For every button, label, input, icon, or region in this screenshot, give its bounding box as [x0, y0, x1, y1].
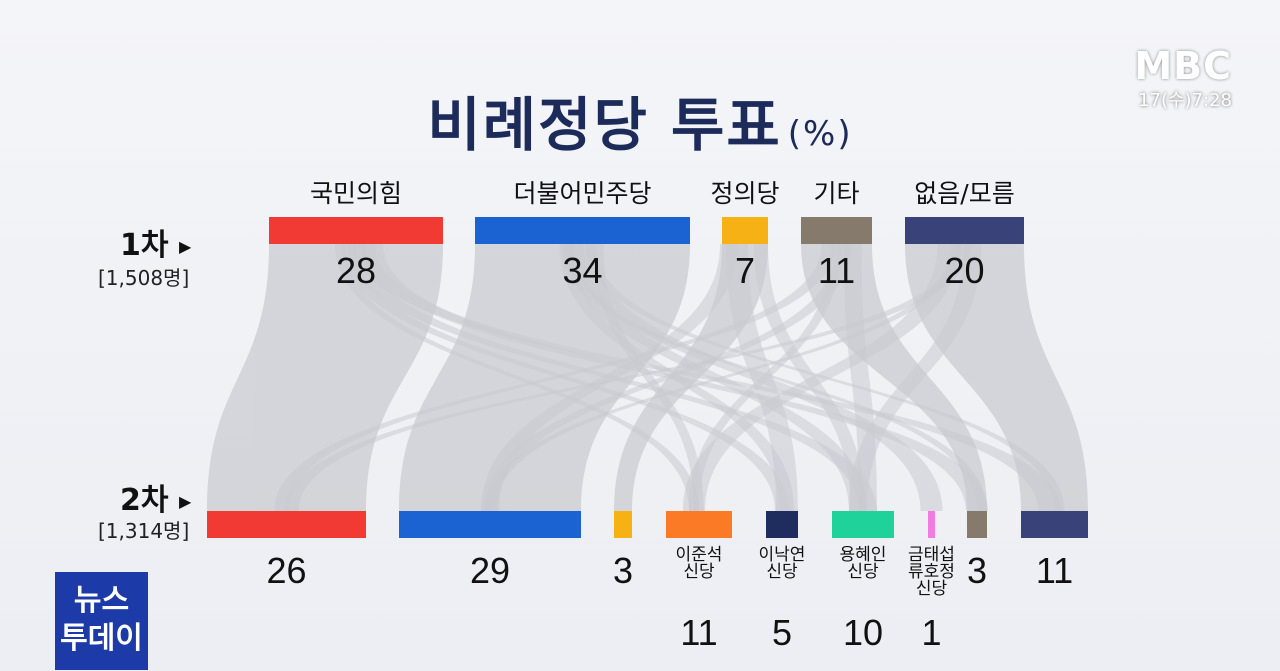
row-label-first-text: 1차: [120, 228, 169, 263]
node-second-5: [832, 511, 894, 538]
title-unit: (%): [787, 114, 853, 154]
node-second-value-4: 5: [772, 612, 792, 653]
node-second-value-6: 1: [921, 612, 941, 653]
node-second-value-1: 29: [470, 550, 510, 591]
node-first-value-2: 7: [735, 250, 755, 291]
flow-cross-7: [571, 244, 943, 511]
flow-main-2: [614, 244, 768, 511]
flow-cross-0: [335, 244, 699, 511]
node-first-2: [722, 217, 768, 244]
node-first-value-3: 11: [818, 250, 855, 291]
node-second-value-0: 26: [266, 550, 306, 591]
row-sample-second: [1,314명]: [98, 519, 190, 543]
node-second-8: [1021, 511, 1088, 538]
row-label-second: 2차 ▶: [120, 475, 191, 519]
node-second-label-3-0: 이준석: [676, 545, 723, 565]
node-first-0: [269, 217, 443, 244]
node-first-label-2: 정의당: [710, 179, 779, 208]
node-second-3: [666, 511, 732, 538]
node-second-1: [399, 511, 581, 538]
node-second-label-5-0: 용혜인: [840, 545, 887, 565]
node-second-7: [967, 511, 987, 538]
row-label-second-text: 2차: [120, 483, 169, 518]
node-second-value-5: 10: [843, 612, 883, 653]
node-first-label-3: 기타: [813, 179, 859, 208]
node-second-value-2: 3: [613, 550, 633, 591]
flow-main-0: [207, 244, 443, 511]
flow-cross-8: [585, 244, 1065, 511]
row-label-first: 1차 ▶: [120, 220, 191, 264]
flow-cross-11: [726, 244, 798, 511]
node-second-label-6-0: 금태섭: [908, 545, 955, 565]
broadcast-clock: 17(수)7:28: [1138, 90, 1232, 111]
play-arrow-icon: ▶: [178, 237, 192, 256]
flow-main-4: [905, 244, 1088, 511]
node-second-label-4-1: 신당: [766, 562, 798, 582]
flow-cross-9: [754, 244, 865, 511]
node-first-value-1: 34: [562, 250, 602, 291]
node-second-value-3: 11: [680, 612, 717, 653]
flow-cross-19: [361, 244, 988, 511]
node-second-2: [614, 511, 632, 538]
flow-cross-20: [561, 244, 987, 511]
flow-main-1: [399, 244, 690, 511]
badge-line-1: 뉴스: [73, 583, 130, 618]
node-first-label-1: 더불어민주당: [513, 179, 651, 208]
node-second-value-8: 11: [1036, 550, 1073, 591]
node-first-value-0: 28: [336, 250, 376, 291]
node-second-label-6-2: 신당: [916, 579, 948, 599]
node-first-4: [905, 217, 1024, 244]
flow-cross-4: [593, 244, 704, 511]
node-second-label-6-1: 류호정: [908, 562, 955, 582]
flow-cross-13: [483, 244, 852, 511]
mbc-logo: MBC: [1134, 44, 1232, 88]
node-first-3: [801, 217, 872, 244]
flow-cross-1: [341, 244, 789, 511]
flow-cross-12: [689, 244, 842, 511]
flow-cross-3: [353, 244, 1061, 511]
play-arrow-icon: ▶: [178, 492, 192, 511]
node-second-6: [928, 511, 935, 538]
title-text: 비례정당 투표: [427, 91, 782, 159]
node-second-label-5-1: 신당: [847, 562, 879, 582]
flow-cross-6: [565, 244, 867, 511]
flow-main-3: [801, 244, 987, 511]
chart-title: 비례정당 투표 (%): [0, 78, 1280, 162]
flow-layer: [207, 244, 1088, 511]
node-second-4: [766, 511, 798, 538]
node-first-value-4: 20: [944, 250, 984, 291]
flow-cross-17: [284, 244, 972, 511]
flow-cross-5: [559, 244, 794, 511]
node-first-label-4: 없음/모름: [914, 179, 1014, 208]
flow-cross-18: [849, 244, 982, 511]
news-today-badge: 뉴스 투데이: [55, 572, 148, 670]
flow-cross-10: [481, 244, 738, 511]
node-second-0: [207, 511, 366, 538]
row-sample-first: [1,508명]: [98, 266, 190, 290]
flow-cross-14: [843, 244, 877, 511]
flow-cross-21: [274, 244, 836, 511]
node-first-1: [475, 217, 690, 244]
node-second-label-3-1: 신당: [683, 562, 715, 582]
badge-line-2: 투데이: [60, 621, 143, 656]
flow-cross-2: [347, 244, 877, 511]
node-second-value-7: 3: [967, 550, 987, 591]
node-second-label-4-0: 이낙연: [759, 545, 806, 565]
node-first-label-0: 국민의힘: [310, 179, 402, 208]
flow-cross-16: [485, 244, 962, 511]
flow-cross-15: [683, 244, 960, 511]
